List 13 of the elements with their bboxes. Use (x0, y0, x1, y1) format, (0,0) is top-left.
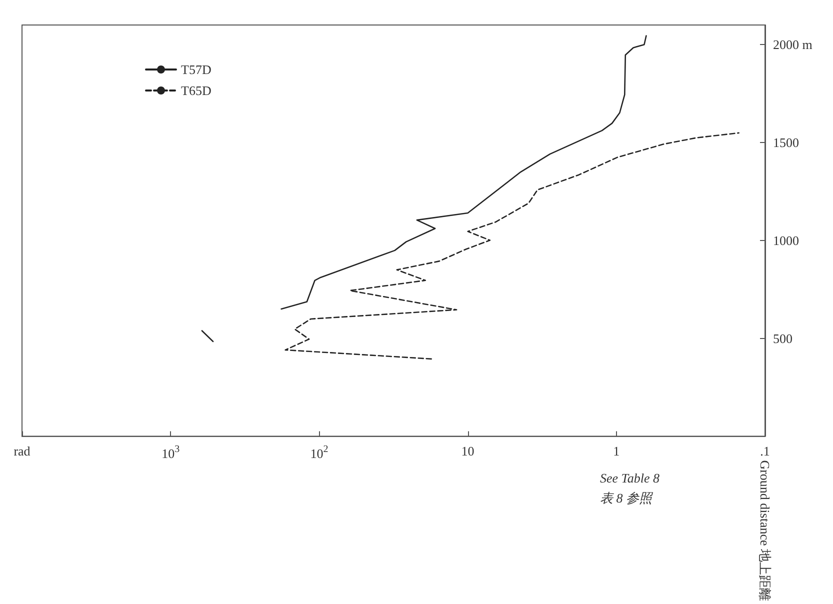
x-tick-label: rad (14, 443, 31, 458)
x-tick-label: .1 (760, 443, 770, 458)
y-tick-label: 500 (773, 330, 792, 346)
x-tick-label: 10 (461, 443, 474, 458)
text: See Table 8 (600, 470, 660, 486)
y-tick-label: 2000 m (773, 37, 812, 52)
y-tick-label: 1000 (773, 232, 799, 248)
y-axis-title: Ground distance 地上距離 (758, 460, 772, 601)
legend-label: T57D (181, 62, 212, 77)
x-tick-label: 1 (613, 443, 620, 458)
legend-label: T65D (181, 83, 212, 98)
y-tick-label: 1500 (773, 135, 799, 150)
text: 表 8 参照 (600, 490, 654, 506)
